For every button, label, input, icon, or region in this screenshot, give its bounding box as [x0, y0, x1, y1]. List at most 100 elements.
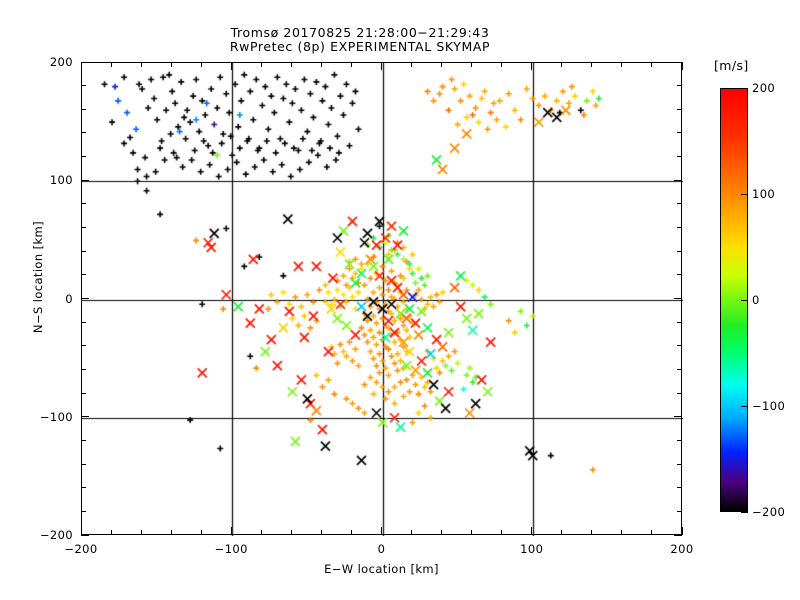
- y-minor-tick: [677, 439, 682, 441]
- y-tick-label: 0: [65, 291, 73, 306]
- x-minor-tick: [591, 62, 593, 67]
- y-minor-tick: [81, 274, 86, 276]
- y-tick-label: −200: [39, 528, 73, 542]
- x-minor-tick: [681, 62, 683, 70]
- y-minor-tick: [81, 463, 86, 465]
- x-minor-tick: [501, 530, 503, 535]
- x-minor-tick: [561, 530, 563, 535]
- x-axis-label: E−W location [km]: [324, 562, 439, 576]
- y-minor-tick: [677, 132, 682, 134]
- x-tick-label: −100: [214, 542, 248, 556]
- x-minor-tick: [621, 530, 623, 535]
- colorbar-tick: [741, 87, 748, 89]
- y-minor-tick: [674, 534, 682, 536]
- x-minor-tick: [561, 62, 563, 67]
- y-minor-tick: [81, 439, 86, 441]
- x-tick-label: 100: [520, 542, 544, 556]
- x-minor-tick: [110, 62, 112, 67]
- x-minor-tick: [651, 62, 653, 67]
- x-minor-tick: [501, 62, 503, 67]
- x-minor-tick: [621, 62, 623, 67]
- y-minor-tick: [677, 108, 682, 110]
- x-minor-tick: [441, 530, 443, 535]
- y-minor-tick: [81, 510, 86, 512]
- y-minor-tick: [81, 392, 86, 394]
- x-minor-tick: [591, 530, 593, 535]
- y-minor-tick: [81, 108, 86, 110]
- colorbar-tick: [741, 405, 748, 407]
- y-minor-tick: [674, 298, 682, 299]
- x-minor-tick: [471, 530, 473, 535]
- y-minor-tick: [81, 298, 89, 299]
- x-minor-tick: [320, 530, 322, 535]
- x-tick-label: −200: [64, 542, 98, 556]
- colorbar-tick-label: 0: [752, 293, 760, 307]
- y-minor-tick: [81, 416, 89, 418]
- y-tick-label: 200: [49, 55, 73, 69]
- title-line-2: RwPretec (8p) EXPERIMENTAL SKYMAP: [229, 39, 491, 54]
- y-minor-tick: [677, 392, 682, 394]
- y-minor-tick: [674, 179, 682, 181]
- y-minor-tick: [677, 321, 682, 323]
- y-minor-tick: [677, 250, 682, 252]
- y-minor-tick: [677, 227, 682, 229]
- x-minor-tick: [350, 530, 352, 535]
- y-minor-tick: [81, 61, 89, 63]
- y-minor-tick: [677, 85, 682, 87]
- y-minor-tick: [81, 345, 86, 347]
- x-minor-tick: [230, 527, 232, 535]
- y-tick-label: 100: [49, 173, 73, 188]
- x-minor-tick: [260, 530, 262, 535]
- x-tick-label: 0: [377, 542, 386, 556]
- x-minor-tick: [170, 62, 172, 67]
- y-minor-tick: [677, 463, 682, 465]
- title-line-1: Tromsø 20170825 21:28:00−21:29:43: [230, 25, 490, 40]
- y-minor-tick: [81, 179, 89, 181]
- x-minor-tick: [290, 530, 292, 535]
- x-minor-tick: [290, 62, 292, 67]
- x-minor-tick: [381, 527, 382, 535]
- x-minor-tick: [441, 62, 443, 67]
- x-minor-tick: [411, 530, 413, 535]
- x-minor-tick: [80, 527, 82, 535]
- y-minor-tick: [81, 227, 86, 229]
- y-minor-tick: [81, 85, 86, 87]
- x-tick-label: 200: [670, 542, 694, 556]
- x-minor-tick: [230, 62, 232, 70]
- plot-title: Tromsø 20170825 21:28:00−21:29:43 RwPret…: [0, 26, 720, 54]
- x-minor-tick: [110, 530, 112, 535]
- x-minor-tick: [471, 62, 473, 67]
- y-minor-tick: [677, 368, 682, 370]
- x-minor-tick: [681, 527, 683, 535]
- y-minor-tick: [677, 274, 682, 276]
- y-minor-tick: [81, 487, 86, 489]
- y-minor-tick: [677, 487, 682, 489]
- y-minor-tick: [677, 345, 682, 347]
- y-minor-tick: [677, 203, 682, 205]
- colorbar-tick-label: −100: [752, 399, 786, 413]
- x-minor-tick: [170, 530, 172, 535]
- y-minor-tick: [81, 368, 86, 370]
- y-minor-tick: [677, 156, 682, 158]
- plot-area: [81, 62, 683, 536]
- x-minor-tick: [200, 530, 202, 535]
- x-minor-tick: [80, 62, 82, 70]
- colorbar-tick: [741, 193, 748, 195]
- x-minor-tick: [200, 62, 202, 67]
- x-minor-tick: [140, 530, 142, 535]
- y-minor-tick: [674, 61, 682, 63]
- colorbar-tick-label: 100: [752, 187, 776, 201]
- x-minor-tick: [260, 62, 262, 67]
- x-minor-tick: [411, 62, 413, 67]
- colorbar-unit-label: [m/s]: [714, 58, 749, 73]
- x-minor-tick: [651, 530, 653, 535]
- y-minor-tick: [81, 156, 86, 158]
- colorbar-tick: [741, 511, 748, 513]
- colorbar-tick-label: 200: [752, 81, 776, 95]
- x-minor-tick: [350, 62, 352, 67]
- x-minor-tick: [531, 527, 533, 535]
- x-minor-tick: [531, 62, 533, 70]
- colorbar-tick-label: −200: [752, 505, 786, 519]
- y-minor-tick: [674, 416, 682, 418]
